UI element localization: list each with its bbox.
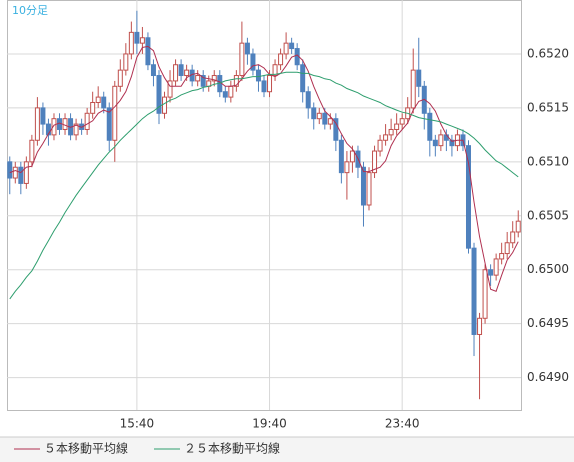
candle-body: [261, 80, 267, 93]
candle-body: [333, 118, 339, 141]
candle-body: [233, 75, 239, 87]
candle-body: [449, 139, 455, 147]
candle-body: [305, 91, 311, 109]
candle-body: [300, 64, 306, 93]
candle-body: [289, 42, 295, 50]
candle-body: [244, 42, 250, 55]
candle-body: [349, 150, 355, 163]
candle-body: [211, 75, 217, 82]
candle-body: [84, 112, 90, 130]
candle-body: [200, 75, 206, 87]
candle-body: [18, 166, 24, 184]
candle-body: [394, 123, 400, 130]
candle-body: [383, 134, 389, 141]
candle-body: [366, 172, 372, 206]
candle-body: [95, 96, 101, 103]
candle-body: [156, 75, 162, 114]
candle-body: [377, 139, 383, 152]
chart-title: 10分足: [12, 4, 48, 17]
y-tick-label: 0.6495: [527, 316, 569, 330]
candle-body: [73, 123, 79, 136]
candle-body: [51, 118, 57, 136]
candle-body: [443, 134, 449, 141]
candle-body: [311, 107, 317, 120]
candle-body: [12, 166, 18, 179]
candle-body: [7, 161, 13, 179]
plot-frame: [7, 0, 522, 411]
candle-body: [128, 31, 134, 55]
candle-body: [488, 269, 494, 276]
candle-body: [239, 42, 245, 77]
candle-body: [195, 75, 201, 82]
candle-body: [360, 166, 366, 206]
candle-body: [255, 69, 261, 82]
candle-body: [145, 37, 151, 66]
candle-body: [40, 107, 46, 125]
candle-body: [432, 139, 438, 147]
legend-label: ２５本移動平均線: [184, 441, 280, 456]
candle-body: [344, 161, 350, 174]
y-tick-label: 0.6510: [527, 154, 569, 168]
y-tick-label: 0.6500: [527, 262, 569, 276]
candle-body: [372, 150, 378, 174]
x-tick-label: 23:40: [385, 417, 420, 431]
candle-body: [167, 80, 173, 98]
x-tick-label: 19:40: [252, 417, 287, 431]
candle-body: [162, 96, 168, 114]
candle-body: [112, 85, 118, 141]
legend-label: ５本移動平均線: [44, 441, 128, 456]
candle-body: [482, 269, 488, 319]
candle-body: [471, 247, 477, 335]
candle-body: [499, 253, 505, 260]
candle-body: [34, 107, 40, 141]
candle-body: [316, 112, 322, 120]
candle-body: [178, 64, 184, 77]
candle-body: [134, 31, 140, 44]
candle-body: [515, 220, 521, 233]
candle-body: [173, 64, 179, 82]
candle-body: [410, 69, 416, 109]
candle-body: [150, 64, 156, 77]
candle-body: [388, 128, 394, 136]
candle-body: [504, 242, 510, 255]
candle-body: [278, 53, 284, 66]
candle-body: [272, 64, 278, 77]
y-tick-label: 0.6505: [527, 208, 569, 222]
candle-body: [438, 134, 444, 147]
candle-body: [283, 42, 289, 55]
candle-body: [29, 139, 35, 163]
moving-average-line: [9, 71, 519, 300]
candle-body: [139, 37, 145, 44]
candle-body: [222, 91, 228, 98]
candle-body: [106, 107, 112, 141]
candle-body: [101, 96, 107, 109]
candle-body: [267, 75, 273, 93]
candle-body: [510, 231, 516, 244]
candle-body: [338, 139, 344, 174]
candle-body: [327, 118, 333, 125]
candle-body: [123, 53, 129, 71]
candle-body: [322, 112, 328, 125]
candle-body: [250, 53, 256, 71]
legend-area: [0, 437, 574, 462]
candle-body: [465, 145, 471, 249]
candle-body: [477, 317, 483, 335]
candle-body: [427, 112, 433, 141]
candle-body: [228, 85, 234, 98]
candle-body: [90, 102, 96, 114]
y-tick-label: 0.6490: [527, 370, 569, 384]
candle-body: [23, 161, 29, 184]
candle-body: [62, 118, 68, 130]
y-tick-label: 0.6520: [527, 46, 569, 60]
candle-body: [416, 69, 422, 87]
candle-body: [493, 258, 499, 276]
candle-body: [117, 69, 123, 87]
moving-average-line: [9, 45, 519, 292]
x-tick-label: 15:40: [120, 417, 155, 431]
candle-body: [399, 118, 405, 125]
candle-body: [184, 69, 190, 77]
y-tick-label: 0.6515: [527, 100, 569, 114]
